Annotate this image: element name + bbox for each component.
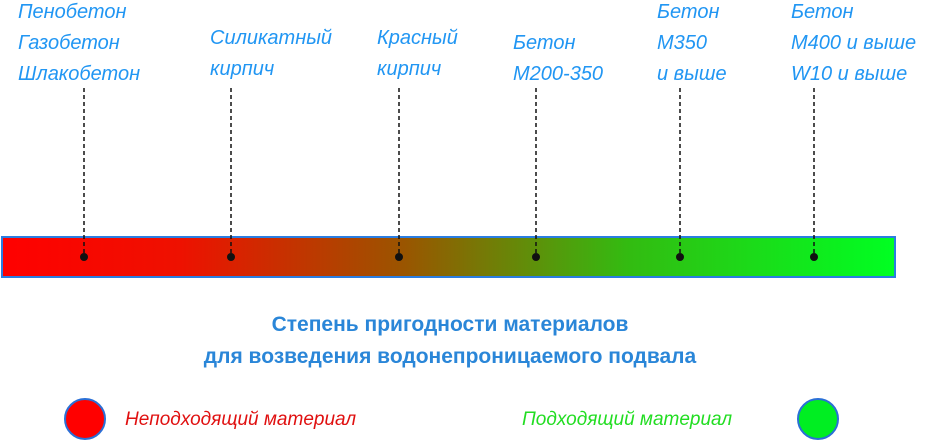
legend-label: Неподходящий материал	[125, 409, 356, 430]
marker-label: М200-350	[513, 63, 603, 85]
legend-label: Подходящий материал	[522, 409, 732, 430]
title-line: для возведения водонепроницаемого подвал…	[204, 345, 697, 368]
marker-label: W10 и выше	[791, 63, 907, 85]
suitability-bar	[1, 236, 896, 278]
marker-label: Бетон	[791, 1, 853, 23]
marker-label: М400 и выше	[791, 32, 916, 54]
marker-label: Бетон	[657, 1, 719, 23]
marker-label: Силикатный	[210, 27, 332, 49]
marker-label: Газобетон	[18, 32, 120, 54]
marker-label: М350	[657, 32, 707, 54]
marker-label: кирпич	[210, 58, 274, 80]
marker-label: Шлакобетон	[18, 63, 140, 85]
marker-label: Бетон	[513, 32, 575, 54]
marker-dot	[676, 253, 684, 261]
marker-dot	[532, 253, 540, 261]
marker-dot	[80, 253, 88, 261]
marker-label: Красный	[377, 27, 458, 49]
legend-red-swatch	[64, 398, 106, 440]
marker-label: кирпич	[377, 58, 441, 80]
marker-dot	[227, 253, 235, 261]
marker-label: и выше	[657, 63, 727, 85]
marker-label: Пенобетон	[18, 1, 126, 23]
legend-green-swatch	[797, 398, 839, 440]
marker-dot	[395, 253, 403, 261]
title-line: Степень пригодности материалов	[272, 313, 629, 336]
marker-dot	[810, 253, 818, 261]
